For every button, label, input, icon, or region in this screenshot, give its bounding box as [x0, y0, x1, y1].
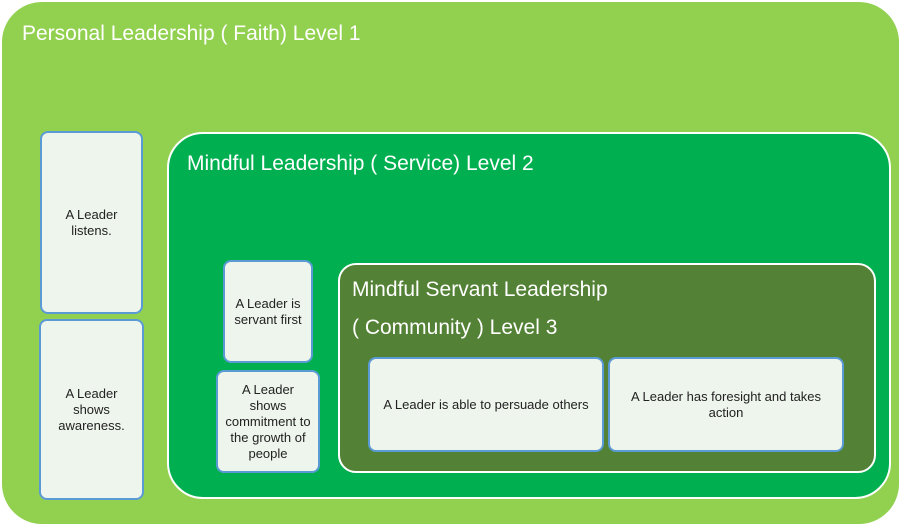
card-persuade: A Leader is able to persuade others — [368, 357, 604, 452]
card-listens-label: A Leader listens. — [65, 206, 118, 238]
card-commitment: A Leader shows commitment to the growth … — [216, 370, 320, 473]
level-3-title-line2: ( Community ) Level 3 — [352, 316, 558, 339]
card-awareness-label: A Leader shows awareness. — [58, 385, 125, 433]
card-persuade-label: A Leader is able to persuade others — [383, 396, 589, 412]
level-3-title-line1: Mindful Servant Leadership — [352, 278, 608, 301]
card-awareness: A Leader shows awareness. — [39, 319, 144, 500]
card-foresight-label: A Leader has foresight and takes action — [630, 388, 822, 420]
card-servant-first: A Leader is servant first — [223, 260, 313, 363]
card-foresight: A Leader has foresight and takes action — [608, 357, 844, 452]
level-1-title: Personal Leadership ( Faith) Level 1 — [22, 22, 361, 45]
level-2-title: Mindful Leadership ( Service) Level 2 — [187, 152, 534, 175]
card-commitment-label: A Leader shows commitment to the growth … — [225, 381, 311, 461]
card-servant-first-label: A Leader is servant first — [234, 295, 302, 327]
card-listens: A Leader listens. — [40, 131, 143, 314]
